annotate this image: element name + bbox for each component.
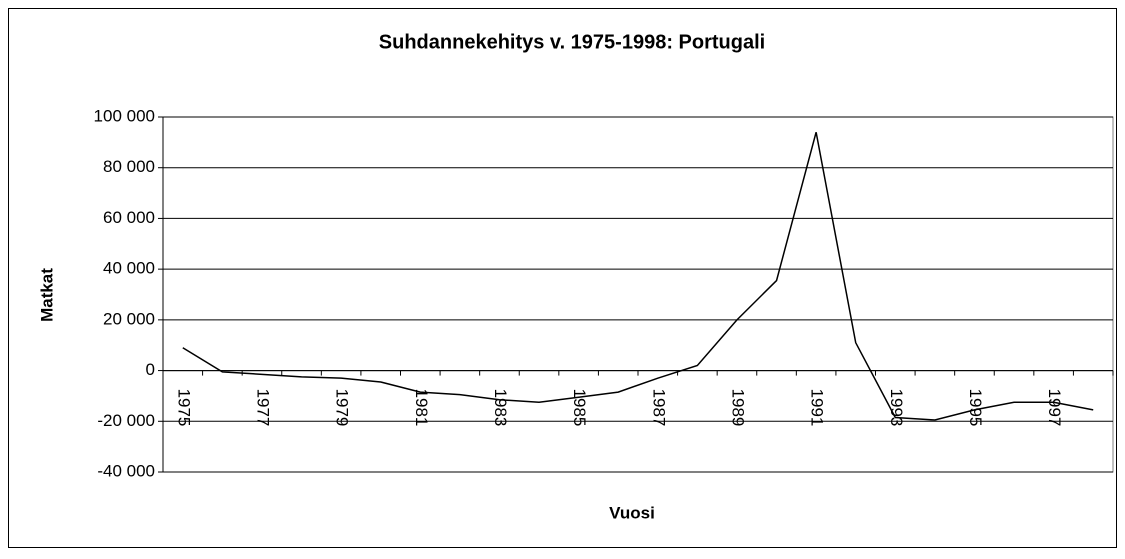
y-axis-label: Matkat [37,268,56,322]
y-tick-label: 80 000 [103,157,155,176]
plot-area [162,116,1114,473]
x-tick-label: 1977 [253,389,272,427]
x-tick-label: 1995 [966,389,985,427]
x-tick-label: 1975 [174,389,193,427]
x-tick-label: 1991 [808,389,827,427]
y-tick-label: -20 000 [97,411,155,430]
y-tick-label: 40 000 [103,259,155,278]
x-tick-label: 1993 [887,389,906,427]
x-tick-label: 1997 [1045,389,1064,427]
y-tick-label: 100 000 [94,106,155,125]
x-tick-label: 1989 [728,389,747,427]
line-series [182,132,1094,421]
y-tick-label: 0 [146,360,155,379]
x-axis-label: Vuosi [609,503,655,522]
y-tick-label: 20 000 [103,309,155,328]
x-tick-label: 1985 [570,389,589,427]
chart-title: Suhdannekehitys v. 1975-1998: Portugali [379,31,765,53]
x-tick-label: 1979 [333,389,352,427]
y-tick-label: 60 000 [103,208,155,227]
y-tick-label: -40 000 [97,461,155,480]
x-tick-label: 1981 [412,389,431,427]
x-tick-label: 1987 [649,389,668,427]
x-tick-label: 1983 [491,389,510,427]
